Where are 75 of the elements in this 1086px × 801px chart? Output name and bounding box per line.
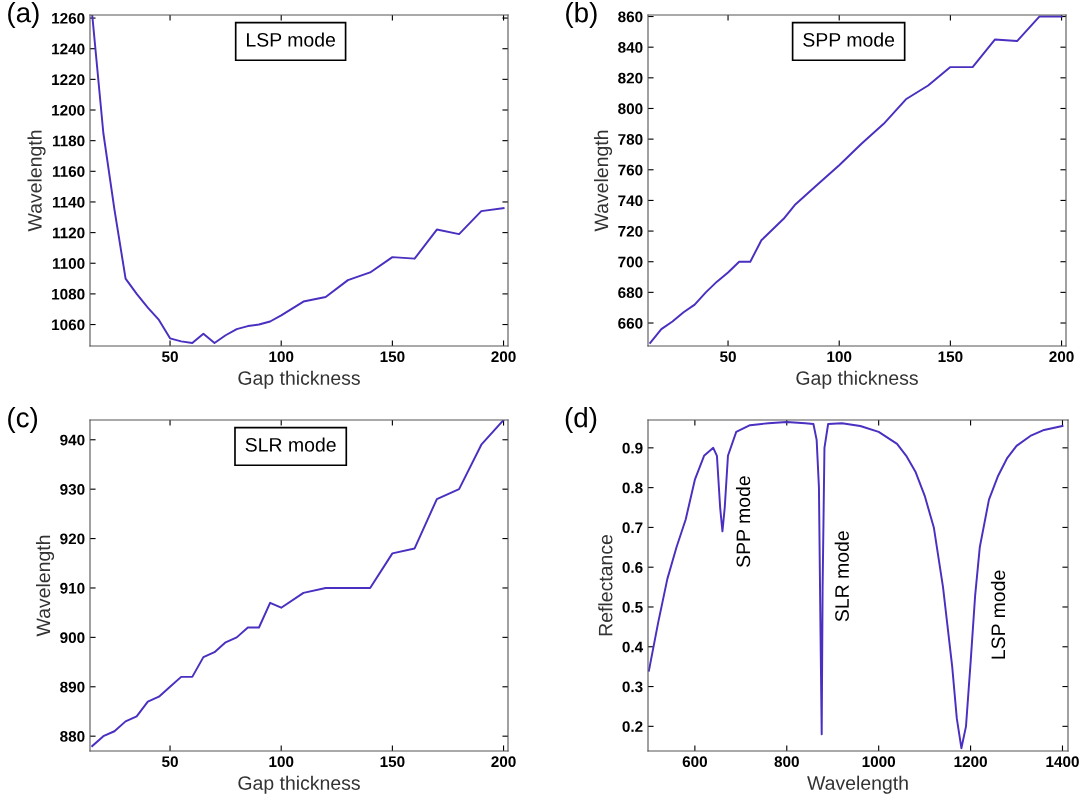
x-tick-label: 200 xyxy=(1049,351,1074,363)
x-axis-title: Gap thickness xyxy=(238,370,360,389)
y-tick-label: 1200 xyxy=(52,104,85,116)
y-tick-label: 0.6 xyxy=(622,562,643,573)
y-tick-label: 0.2 xyxy=(622,721,643,733)
y-axis-title: Wavelength xyxy=(35,535,55,637)
x-tick-label: 1400 xyxy=(1046,756,1079,768)
y-axis-title: Wavelength xyxy=(593,130,613,232)
x-tick-label: 100 xyxy=(827,351,852,363)
x-axis-title: Gap thickness xyxy=(796,370,918,389)
x-tick-label: 50 xyxy=(162,756,178,768)
x-tick-label: 50 xyxy=(162,351,178,363)
y-tick-label: 0.3 xyxy=(622,681,643,693)
y-tick-label: 0.7 xyxy=(622,522,643,534)
y-tick-label: 1240 xyxy=(52,43,85,55)
x-tick-label: 200 xyxy=(491,756,516,768)
y-tick-label: 840 xyxy=(618,42,643,53)
annotation: SLR mode xyxy=(245,437,336,452)
chart-title: (b) xyxy=(566,2,597,28)
y-tick-label: 740 xyxy=(618,195,643,207)
y-tick-label: 700 xyxy=(618,256,643,268)
y-tick-label: 1260 xyxy=(52,12,85,24)
y-tick-label: 860 xyxy=(618,11,643,23)
x-axis-title: Wavelength xyxy=(807,775,908,794)
y-tick-label: 0.8 xyxy=(622,482,643,494)
chart-title: (a) xyxy=(8,2,39,28)
y-tick-label: 1140 xyxy=(52,196,85,208)
y-tick-label: 800 xyxy=(618,103,643,115)
line-series xyxy=(91,15,505,344)
y-tick-label: 900 xyxy=(60,632,85,644)
line-series xyxy=(649,15,1063,344)
x-axis-title: Gap thickness xyxy=(238,775,360,794)
y-axis-title: Reflectance xyxy=(598,535,613,636)
y-tick-label: 0.4 xyxy=(622,641,644,653)
annotation: LSP mode xyxy=(247,32,336,47)
y-tick-label: 720 xyxy=(618,225,643,237)
x-tick-label: 1000 xyxy=(862,756,896,768)
annotation: SPP mode xyxy=(735,476,751,568)
y-tick-label: 760 xyxy=(618,164,643,176)
annotation: SLR mode xyxy=(834,531,849,622)
chart-title: (c) xyxy=(8,407,38,433)
y-tick-label: 1220 xyxy=(52,74,85,86)
y-tick-label: 880 xyxy=(60,731,85,742)
y-tick-label: 780 xyxy=(618,133,643,145)
annotation: LSP mode xyxy=(990,570,1006,659)
y-tick-label: 930 xyxy=(60,484,85,495)
y-tick-label: 910 xyxy=(60,582,85,594)
y-axis-title: Wavelength xyxy=(27,130,46,232)
y-tick-label: 920 xyxy=(60,533,85,545)
x-tick-label: 600 xyxy=(682,756,707,768)
x-tick-label: 150 xyxy=(380,351,405,363)
y-tick-label: 0.5 xyxy=(622,601,643,613)
x-tick-label: 150 xyxy=(938,351,963,363)
y-tick-label: 1180 xyxy=(52,135,85,147)
y-tick-label: 1080 xyxy=(52,288,85,300)
x-tick-label: 150 xyxy=(380,756,405,768)
x-tick-label: 1200 xyxy=(954,756,987,768)
y-tick-label: 0.9 xyxy=(622,442,643,454)
y-tick-label: 1100 xyxy=(52,258,85,269)
y-tick-label: 660 xyxy=(618,317,643,329)
annotation: SPP mode xyxy=(803,32,895,47)
x-tick-label: 200 xyxy=(491,351,516,363)
y-tick-label: 1120 xyxy=(52,227,85,239)
y-tick-label: 1060 xyxy=(52,319,85,331)
line-series xyxy=(91,420,505,748)
y-tick-label: 1160 xyxy=(52,166,85,177)
chart-title: (d) xyxy=(565,407,597,433)
x-tick-label: 100 xyxy=(269,351,294,363)
y-tick-label: 940 xyxy=(60,434,85,446)
x-tick-label: 50 xyxy=(720,351,736,363)
x-tick-label: 800 xyxy=(774,756,799,768)
x-tick-label: 100 xyxy=(269,756,294,768)
y-tick-label: 820 xyxy=(618,72,643,84)
y-tick-label: 680 xyxy=(618,287,643,299)
y-tick-label: 890 xyxy=(60,681,85,693)
